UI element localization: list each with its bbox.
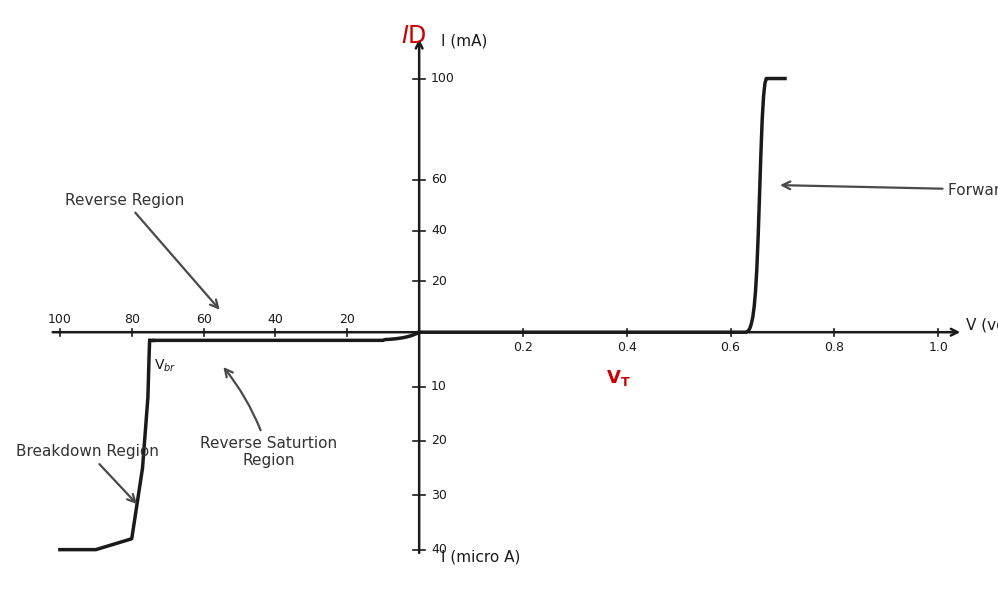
Text: Breakdown Region: Breakdown Region <box>16 445 160 503</box>
Text: 0.4: 0.4 <box>617 341 637 354</box>
Text: 40: 40 <box>431 224 447 237</box>
Text: $\bf{V_T}$: $\bf{V_T}$ <box>607 367 631 388</box>
Text: V$_{br}$: V$_{br}$ <box>154 357 176 374</box>
Text: 20: 20 <box>431 275 447 288</box>
Text: Reverse Saturtion
Region: Reverse Saturtion Region <box>200 369 336 468</box>
Text: 60: 60 <box>431 173 447 187</box>
Text: 20: 20 <box>431 434 447 448</box>
Text: 1.0: 1.0 <box>928 341 948 354</box>
Text: 60: 60 <box>196 312 212 326</box>
Text: V (volts): V (volts) <box>966 318 998 332</box>
Text: I (mA): I (mA) <box>441 34 487 48</box>
Text: $\it{I}$D: $\it{I}$D <box>401 24 427 48</box>
Text: 100: 100 <box>431 72 455 85</box>
Text: 10: 10 <box>431 380 447 393</box>
Text: Reverse Region: Reverse Region <box>65 193 219 308</box>
Text: 20: 20 <box>339 312 355 326</box>
Text: 40: 40 <box>431 543 447 556</box>
Text: 100: 100 <box>48 312 72 326</box>
Text: 80: 80 <box>124 312 140 326</box>
Text: 40: 40 <box>267 312 283 326</box>
Text: 0.6: 0.6 <box>721 341 741 354</box>
Text: 0.2: 0.2 <box>513 341 533 354</box>
Text: 30: 30 <box>431 489 447 502</box>
Text: I (micro A): I (micro A) <box>441 550 521 564</box>
Text: Forward Region: Forward Region <box>782 181 998 198</box>
Text: 0.8: 0.8 <box>824 341 844 354</box>
